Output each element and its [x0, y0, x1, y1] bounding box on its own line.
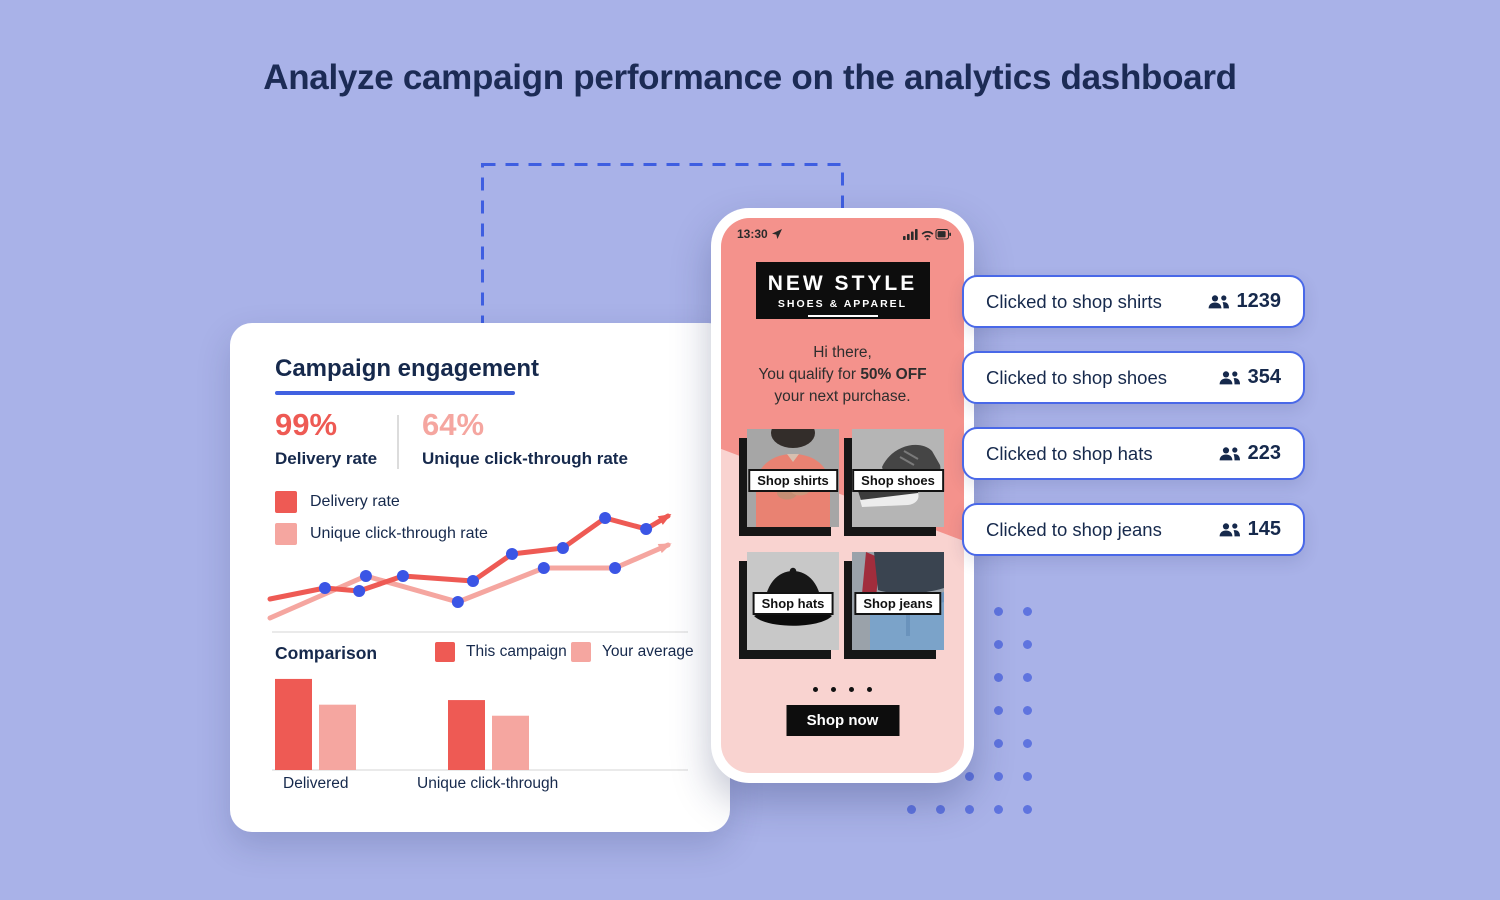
- page-title: Analyze campaign performance on the anal…: [263, 58, 1237, 97]
- grid-dot: [965, 772, 974, 781]
- delivery-rate-value: 99%: [275, 407, 338, 442]
- ctr-value: 64%: [422, 407, 485, 442]
- legend-label: This campaign: [466, 643, 567, 660]
- legend-label: Delivery rate: [310, 493, 400, 510]
- grid-dot: [994, 772, 1003, 781]
- greeting-line1: Hi there,: [813, 344, 872, 361]
- ctr-stat: 64% Unique click-through rate: [422, 409, 628, 469]
- grid-dot: [936, 805, 945, 814]
- grid-dot: [965, 805, 974, 814]
- stat-divider: [397, 415, 399, 469]
- engagement-charts-canvas: [267, 512, 688, 771]
- grid-dot: [994, 739, 1003, 748]
- promo-message: Hi there, You qualify for 50% OFF your n…: [721, 342, 964, 408]
- stat-card-count: 223: [1247, 442, 1281, 464]
- grid-dot: [1023, 772, 1032, 781]
- comparison-heading: Comparison: [275, 643, 378, 663]
- comparison-legend-this-campaign: This campaign: [435, 642, 567, 662]
- product-tile-jeans[interactable]: Shop jeans: [844, 552, 944, 659]
- stat-card-label: Clicked to shop shoes: [986, 366, 1167, 388]
- stat-card-count: 1239: [1236, 290, 1282, 312]
- grid-dot: [1023, 805, 1032, 814]
- status-time: 13:30: [737, 227, 782, 241]
- clicked-shoes-card[interactable]: Clicked to shop shoes 354: [962, 351, 1305, 404]
- grid-dot: [1023, 607, 1032, 616]
- grid-dot: [1023, 706, 1032, 715]
- legend-swatch-red: [435, 642, 455, 662]
- stat-card-label: Clicked to shop shirts: [986, 290, 1162, 312]
- grid-dot: [1023, 640, 1032, 649]
- clicked-shirts-card[interactable]: Clicked to shop shirts 1239: [962, 275, 1305, 328]
- pager-dot: [831, 687, 836, 692]
- legend-swatch-pink: [275, 523, 297, 545]
- pager-dot: [867, 687, 872, 692]
- phone-screen: 13:30: [721, 218, 964, 773]
- ctr-label: Unique click-through rate: [422, 449, 628, 468]
- signal-icon: [903, 228, 918, 240]
- product-label[interactable]: Shop jeans: [854, 592, 942, 615]
- pager-dot: [849, 687, 854, 692]
- clicked-jeans-card[interactable]: Clicked to shop jeans 145: [962, 503, 1305, 556]
- grid-dot: [994, 805, 1003, 814]
- grid-dot: [994, 673, 1003, 682]
- users-icon: [1208, 294, 1229, 308]
- delivery-rate-label: Delivery rate: [275, 449, 378, 468]
- stat-card-label: Clicked to shop hats: [986, 442, 1153, 464]
- grid-dot: [994, 640, 1003, 649]
- bar-category-delivered: Delivered: [283, 775, 349, 792]
- users-icon: [1219, 522, 1240, 536]
- product-label[interactable]: Shop hats: [752, 592, 834, 615]
- product-tile-shoes[interactable]: Shop shoes: [844, 429, 944, 536]
- bar-category-unique-click-through: Unique click-through: [417, 775, 559, 792]
- location-arrow-icon: [771, 229, 782, 239]
- product-tile-hats[interactable]: Shop hats: [739, 552, 839, 659]
- wifi-icon: [921, 230, 934, 240]
- legend-swatch-pink: [571, 642, 591, 662]
- line-legend-delivery: Delivery rate: [275, 491, 400, 513]
- comparison-legend-your-average: Your average: [571, 642, 694, 662]
- delivery-rate-stat: 99% Delivery rate: [275, 409, 377, 469]
- product-tile-shirts[interactable]: Shop shirts: [739, 429, 839, 536]
- phone-mockup: 13:30: [711, 208, 974, 783]
- legend-label: Your average: [602, 643, 694, 660]
- greeting-line3: your next purchase.: [774, 388, 911, 405]
- title-underline: [275, 391, 515, 395]
- promo-discount: 50% OFF: [860, 366, 927, 383]
- shop-now-button[interactable]: Shop now: [786, 705, 899, 736]
- line-legend-ctr: Unique click-through rate: [275, 523, 488, 545]
- clicked-hats-card[interactable]: Clicked to shop hats 223: [962, 427, 1305, 480]
- grid-dot: [994, 607, 1003, 616]
- stat-card-count: 354: [1247, 366, 1281, 388]
- grid-dot: [907, 805, 916, 814]
- brand-underline: [807, 315, 878, 317]
- users-icon: [1219, 446, 1240, 460]
- status-icons: [903, 228, 951, 240]
- battery-icon: [935, 228, 951, 240]
- grid-dot: [1023, 673, 1032, 682]
- card-title: Campaign engagement: [275, 355, 540, 382]
- product-label[interactable]: Shop shirts: [748, 469, 838, 492]
- grid-dot: [994, 706, 1003, 715]
- users-icon: [1219, 370, 1240, 384]
- time-text: 13:30: [737, 227, 768, 241]
- stat-card-label: Clicked to shop jeans: [986, 518, 1162, 540]
- stat-card-count: 145: [1247, 518, 1281, 540]
- campaign-engagement-card: Campaign engagement 99% Delivery rate 64…: [230, 323, 730, 832]
- greeting-line2: You qualify for: [758, 366, 861, 383]
- brand-tagline: SHOES & APPAREL: [777, 298, 908, 310]
- product-grid: Shop shirts Shop shoes: [739, 429, 944, 659]
- legend-label: Unique click-through rate: [310, 525, 488, 542]
- product-label[interactable]: Shop shoes: [852, 469, 944, 492]
- grid-dot: [1023, 739, 1032, 748]
- status-bar: 13:30: [737, 227, 951, 241]
- brand-name: NEW STYLE: [767, 272, 918, 295]
- legend-swatch-red: [275, 491, 297, 513]
- brand-logo: NEW STYLE SHOES & APPAREL: [755, 262, 930, 319]
- carousel-pagination: [721, 687, 964, 692]
- pager-dot: [813, 687, 818, 692]
